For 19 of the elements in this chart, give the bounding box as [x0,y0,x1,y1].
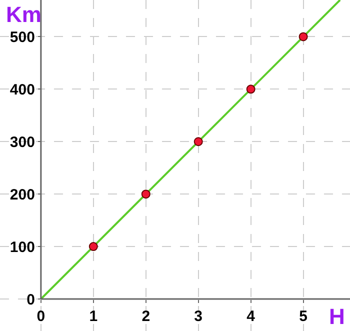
y-tick-label: 0 [26,291,35,308]
point [194,137,203,146]
x-tick-label: 2 [142,308,150,325]
y-tick-label: 300 [10,134,35,151]
x-tick-label: 3 [194,308,203,325]
y-tick-label: 200 [10,186,35,204]
y-axis-title: Km [6,2,42,27]
x-tick-label: 4 [246,308,256,325]
y-tick-label: 500 [10,28,35,46]
point [88,242,98,252]
y-tick-label: 100 [10,238,35,256]
y-tick-label: 400 [10,81,35,98]
x-tick-label: 1 [89,308,98,325]
point [141,190,150,199]
point [246,84,256,94]
x-tick-label: 5 [299,308,308,325]
x-axis-title: H [329,304,345,329]
x-tick-label: 0 [36,308,46,325]
point [298,32,308,42]
